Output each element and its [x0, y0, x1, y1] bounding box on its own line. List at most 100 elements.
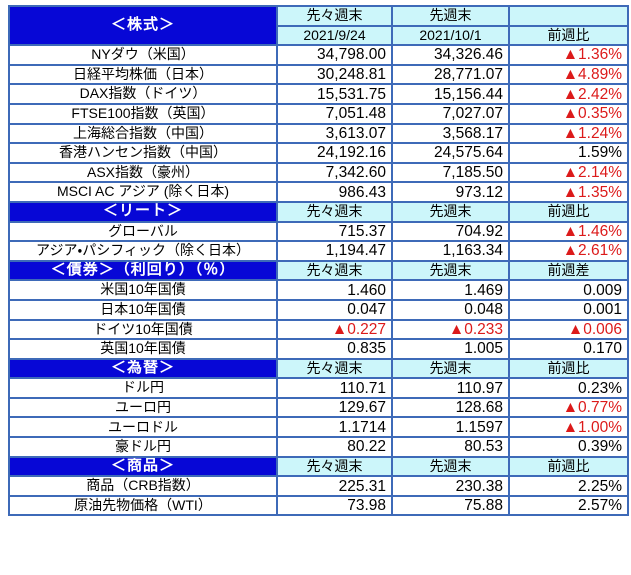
row-label: FTSE100指数（英国） — [8, 102, 278, 125]
cell-value: 0.39% — [508, 436, 629, 458]
cell-value: 15,156.44 — [391, 83, 510, 105]
section-header-row-stocks: ＜株式＞ 先々週末 先週末 — [8, 4, 629, 47]
table-row: MSCI AC アジア (除く日本) 986.43 973.12 ▲1.35% — [8, 181, 629, 203]
cell-value: 230.38 — [391, 475, 510, 497]
column-header: 前週差 — [508, 259, 629, 282]
cell-value: 73.98 — [276, 494, 393, 517]
cell-value: ▲1.24% — [508, 122, 629, 145]
section-title-stocks: ＜株式＞ — [8, 4, 278, 47]
table-row: 米国10年国債 1.460 1.469 0.009 — [8, 279, 629, 301]
column-header: 先々週末 — [276, 200, 393, 223]
section-title-commodities: ＜商品＞ — [8, 455, 278, 478]
section-header-row-commodities: ＜商品＞ 先々週末 先週末 前週比 — [8, 455, 629, 478]
table-row: 商品（CRB指数） 225.31 230.38 2.25% — [8, 475, 629, 497]
cell-value: 0.047 — [276, 298, 393, 321]
table-row: 原油先物価格（WTI） 73.98 75.88 2.57% — [8, 494, 629, 517]
column-header: 先週末 — [391, 357, 510, 380]
cell-value: 80.22 — [276, 436, 393, 458]
cell-value: 110.71 — [276, 377, 393, 399]
column-header: 先々週末 — [276, 357, 393, 380]
cell-value: 3,613.07 — [276, 122, 393, 145]
section-header-row-stocks: 2021/9/24 2021/10/1 前週比 — [9, 24, 629, 47]
table-row: アジア・パシフィック（除く日本） 1,194.47 1,163.34 ▲2.61% — [8, 240, 629, 262]
section-header-row-fx: ＜為替＞ 先々週末 先週末 前週比 — [8, 357, 629, 380]
table-row: グローバル 715.37 704.92 ▲1.46% — [8, 220, 629, 243]
cell-value: 1.460 — [276, 279, 393, 301]
cell-value: 75.88 — [391, 494, 510, 517]
cell-value: 1.469 — [391, 279, 510, 301]
row-label: ASX指数（豪州） — [8, 161, 278, 184]
column-header — [508, 5, 629, 27]
section-title-bonds: ＜債券＞（利回り）（％） — [8, 259, 278, 282]
table-row: 豪ドル円 80.22 80.53 0.39% — [8, 436, 629, 458]
row-label: 上海総合指数（中国） — [8, 122, 278, 145]
column-header: 2021/10/1 — [391, 24, 510, 47]
table-row: ASX指数（豪州） 7,342.60 7,185.50 ▲2.14% — [8, 161, 629, 184]
column-header: 先々週末 — [276, 5, 393, 27]
column-header: 2021/9/24 — [276, 24, 393, 47]
cell-value: 34,798.00 — [276, 44, 393, 66]
cell-value: 34,326.46 — [391, 44, 510, 66]
row-label: 原油先物価格（WTI） — [8, 494, 278, 517]
cell-value: 1,194.47 — [276, 240, 393, 262]
cell-value: 0.835 — [276, 338, 393, 360]
cell-value: 1,163.34 — [391, 240, 510, 262]
row-label: 英国10年国債 — [8, 338, 278, 360]
row-label: NYダウ（米国） — [8, 44, 278, 66]
cell-value: ▲2.42% — [508, 83, 629, 105]
table-body: ＜株式＞ 先々週末 先週末 2021/9/24 2021/10/1 前週比 NYダウ（米国）… — [8, 4, 629, 517]
table-row: ユーロドル 1.1714 1.1597 ▲1.00% — [8, 416, 629, 439]
cell-value: ▲1.35% — [508, 181, 629, 203]
cell-value: 30,248.81 — [276, 63, 393, 86]
table-row: ドイツ10年国債 ▲0.227 ▲0.233 ▲0.006 — [8, 318, 629, 341]
row-label: アジア・パシフィック（除く日本） — [8, 240, 278, 262]
table-row: DAX指数（ドイツ） 15,531.75 15,156.44 ▲2.42% — [8, 83, 629, 105]
table-row: NYダウ（米国） 34,798.00 34,326.46 ▲1.36% — [8, 44, 629, 66]
column-header: 先々週末 — [276, 455, 393, 478]
row-label: MSCI AC アジア (除く日本) — [8, 181, 278, 203]
cell-value: ▲2.14% — [508, 161, 629, 184]
row-label: ユーロドル — [8, 416, 278, 439]
column-header: 先週末 — [391, 5, 510, 27]
column-header: 前週比 — [508, 200, 629, 223]
table-row: ユーロ円 129.67 128.68 ▲0.77% — [8, 396, 629, 419]
cell-value: 110.97 — [391, 377, 510, 399]
section-header-row-bonds: ＜債券＞（利回り）（％） 先々週末 先週末 前週差 — [8, 259, 629, 282]
row-label: 香港ハンセン指数（中国） — [8, 142, 278, 164]
row-label: グローバル — [8, 220, 278, 243]
cell-value: 2.57% — [508, 494, 629, 517]
row-label: 日経平均株価（日本） — [8, 63, 278, 86]
column-header: 先々週末 — [276, 259, 393, 282]
cell-value: 7,342.60 — [276, 161, 393, 184]
cell-value: ▲4.89% — [508, 63, 629, 86]
cell-value: 3,568.17 — [391, 122, 510, 145]
cell-value: 1.1597 — [391, 416, 510, 439]
cell-value: 24,192.16 — [276, 142, 393, 164]
column-header: 先週末 — [391, 200, 510, 223]
cell-value: 28,771.07 — [391, 63, 510, 86]
cell-value: 80.53 — [391, 436, 510, 458]
row-label: 米国10年国債 — [8, 279, 278, 301]
row-label: ドイツ10年国債 — [8, 318, 278, 341]
cell-value: 24,575.64 — [391, 142, 510, 164]
section-title-fx: ＜為替＞ — [8, 357, 278, 380]
cell-value: 973.12 — [391, 181, 510, 203]
cell-value: ▲0.006 — [508, 318, 629, 341]
cell-value: 15,531.75 — [276, 83, 393, 105]
column-header: 先週末 — [391, 455, 510, 478]
table-row: 日経平均株価（日本） 30,248.81 28,771.07 ▲4.89% — [8, 63, 629, 86]
cell-value: 0.048 — [391, 298, 510, 321]
cell-value: 0.170 — [508, 338, 629, 360]
column-header: 先週末 — [391, 259, 510, 282]
cell-value: 128.68 — [391, 396, 510, 419]
cell-value: 1.59% — [508, 142, 629, 164]
table-row: FTSE100指数（英国） 7,051.48 7,027.07 ▲0.35% — [8, 102, 629, 125]
cell-value: ▲2.61% — [508, 240, 629, 262]
cell-value: 129.67 — [276, 396, 393, 419]
cell-value: ▲0.35% — [508, 102, 629, 125]
row-label: 豪ドル円 — [8, 436, 278, 458]
cell-value: 1.005 — [391, 338, 510, 360]
cell-value: ▲1.00% — [508, 416, 629, 439]
cell-value: 1.1714 — [276, 416, 393, 439]
market-summary-table-wrap: ＜株式＞ 先々週末 先週末 2021/9/24 2021/10/1 前週比 NYダウ（米国）… — [8, 4, 629, 517]
